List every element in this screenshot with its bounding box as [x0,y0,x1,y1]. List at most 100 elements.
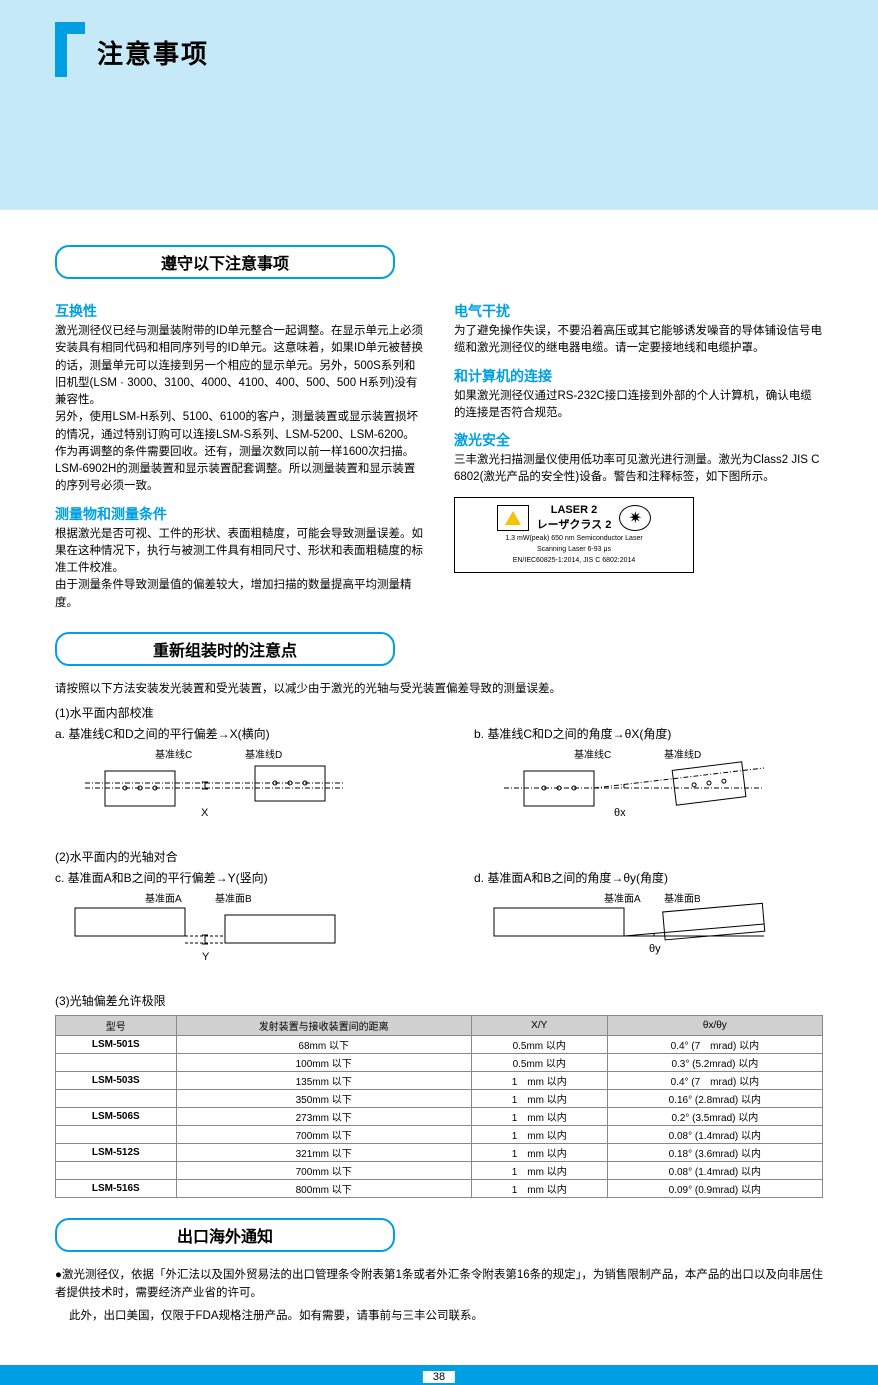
diag2c-label: c. 基准面A和B之间的平行偏差→Y(竖向) [55,869,404,886]
diag-row-2: c. 基准面A和B之间的平行偏差→Y(竖向) 基准面A 基准面B Y d. 基准… [55,869,823,980]
table-cell: 0.16° (2.8mrad) 以内 [607,1089,822,1107]
table-row: 700mm 以下1 mm 以内0.08° (1.4mrad) 以内 [56,1125,823,1143]
diagram-2d: 基准面A 基准面B θy [474,890,823,980]
table-header: θx/θy [607,1015,822,1035]
page-number: 38 [423,1371,455,1383]
table-cell: LSM-506S [56,1107,177,1125]
diagram-1b: 基准线C 基准线D θx [474,746,823,836]
table-cell: 700mm 以下 [176,1125,471,1143]
footer-bar: 38 [0,1365,878,1385]
export-text-2: 此外，出口美国，仅限于FDA规格注册产品。如有需要，请事前与三丰公司联系。 [55,1307,823,1325]
text-compat-2: 另外，使用LSM-H系列、5100、6100的客户，测量装置或显示装置损坏的情况… [55,409,424,495]
table-cell: LSM-512S [56,1143,177,1161]
table-cell: 800mm 以下 [176,1179,471,1197]
subtitle-computer: 和计算机的连接 [454,366,823,386]
subtitle-compatibility: 互换性 [55,301,424,321]
table-row: 700mm 以下1 mm 以内0.08° (1.4mrad) 以内 [56,1161,823,1179]
table-cell: 1 mm 以内 [471,1125,607,1143]
svg-text:基准线C: 基准线C [155,748,192,761]
table-cell: LSM-503S [56,1071,177,1089]
table-cell: 1 mm 以内 [471,1089,607,1107]
text-measure-2: 由于测量条件导致测量值的偏差较大，增加扫描的数量提高平均测量精度。 [55,577,424,612]
diag1-label: (1)水平面内部校准 [55,704,823,721]
section1-columns: 互换性 激光测径仪已经与测量装附带的ID单元整合一起调整。在显示单元上必须安装具… [55,293,823,612]
table-row: 350mm 以下1 mm 以内0.16° (2.8mrad) 以内 [56,1089,823,1107]
diag2d-label: d. 基准面A和B之间的角度→θy(角度) [474,869,823,886]
table-row: LSM-512S321mm 以下1 mm 以内0.18° (3.6mrad) 以… [56,1143,823,1161]
table-cell: 0.3° (5.2mrad) 以内 [607,1053,822,1071]
laser-eye-icon: ✷ [619,505,651,531]
table-cell: 1 mm 以内 [471,1107,607,1125]
table-cell: 135mm 以下 [176,1071,471,1089]
table-cell: 0.09° (0.9mrad) 以内 [607,1179,822,1197]
page-title: 注意事项 [97,34,209,71]
table-cell: 700mm 以下 [176,1161,471,1179]
section3-header: 出口海外通知 [55,1218,395,1252]
table-cell: LSM-516S [56,1179,177,1197]
diagram-2c: 基准面A 基准面B Y [55,890,404,980]
svg-text:基准线C: 基准线C [574,748,611,761]
table-cell: 1 mm 以内 [471,1143,607,1161]
laser-warning-box: LASER 2 レーザクラス 2 ✷ 1.3 mW(peak) 650 nm S… [454,497,694,573]
svg-text:基准面B: 基准面B [664,892,701,905]
table-row: LSM-503S135mm 以下1 mm 以内0.4° (7 mrad) 以内 [56,1071,823,1089]
subtitle-electrical: 电气干扰 [454,301,823,321]
svg-text:X: X [201,807,209,819]
laser-label-2: レーザクラス 2 [537,516,612,532]
content: 遵守以下注意事项 互换性 激光测径仪已经与测量装附带的ID单元整合一起调整。在显… [0,210,878,1345]
svg-text:基准线D: 基准线D [245,748,282,761]
section2-header: 重新组装时的注意点 [55,632,395,666]
table-cell [56,1089,177,1107]
table-cell: 350mm 以下 [176,1089,471,1107]
svg-text:θx: θx [614,807,626,819]
text-electrical: 为了避免操作失误，不要沿着高压或其它能够诱发噪音的导体铺设信号电缆和激光测径仪的… [454,323,823,358]
table-header: X/Y [471,1015,607,1035]
table-cell: 0.2° (3.5mrad) 以内 [607,1107,822,1125]
table-cell: 273mm 以下 [176,1107,471,1125]
svg-text:基准面B: 基准面B [215,892,252,905]
diag-row-1: a. 基准线C和D之间的平行偏差→X(横向) 基准线C 基准线D X [55,725,823,836]
table-cell: 0.08° (1.4mrad) 以内 [607,1125,822,1143]
laser-spec-3: EN/IEC60825-1:2014, JIS C 6802:2014 [461,557,687,565]
table-cell: 1 mm 以内 [471,1071,607,1089]
table-cell: 100mm 以下 [176,1053,471,1071]
laser-warning-icon [497,505,529,531]
table-cell: 68mm 以下 [176,1035,471,1053]
section1-header: 遵守以下注意事项 [55,245,395,279]
laser-spec-2: Scanning Laser 6-93 μs [461,546,687,554]
table-cell: 321mm 以下 [176,1143,471,1161]
diag2-label: (2)水平面内的光轴对合 [55,848,823,865]
subtitle-laser-safety: 激光安全 [454,430,823,450]
table-cell [56,1053,177,1071]
table-header: 型号 [56,1015,177,1035]
diag1b-label: b. 基准线C和D之间的角度→θX(角度) [474,725,823,742]
table-cell: 0.5mm 以内 [471,1053,607,1071]
table-cell: 0.4° (7 mrad) 以内 [607,1071,822,1089]
table-header: 发射装置与接收装置间的距离 [176,1015,471,1035]
title-corner-mark [55,22,85,77]
table-row: LSM-506S273mm 以下1 mm 以内0.2° (3.5mrad) 以内 [56,1107,823,1125]
section2-intro: 请按照以下方法安装发光装置和受光装置，以减少由于激光的光轴与受光装置偏差导致的测… [55,680,823,696]
table-cell: 0.4° (7 mrad) 以内 [607,1035,822,1053]
header-bar: 注意事项 [0,0,878,210]
tolerance-table: 型号发射装置与接收装置间的距离X/Yθx/θy LSM-501S68mm 以下0… [55,1015,823,1198]
table-cell: LSM-501S [56,1035,177,1053]
diagram-1a: 基准线C 基准线D X [55,746,404,836]
table-cell: 0.18° (3.6mrad) 以内 [607,1143,822,1161]
table-cell: 1 mm 以内 [471,1161,607,1179]
subtitle-measure-cond: 测量物和测量条件 [55,504,424,524]
section1-left: 互换性 激光测径仪已经与测量装附带的ID单元整合一起调整。在显示单元上必须安装具… [55,293,424,612]
text-laser-safety: 三丰激光扫描测量仪使用低功率可见激光进行测量。激光为Class2 JIS C 6… [454,452,823,487]
svg-text:Y: Y [202,951,210,963]
laser-spec-1: 1.3 mW(peak) 650 nm Semiconductor Laser [461,535,687,543]
diag3-label: (3)光轴偏差允许极限 [55,992,823,1009]
title-wrap: 注意事项 [55,22,878,77]
table-cell [56,1161,177,1179]
svg-text:基准面A: 基准面A [145,892,182,905]
table-cell: 0.5mm 以内 [471,1035,607,1053]
svg-text:θy: θy [649,943,661,955]
table-row: 100mm 以下0.5mm 以内0.3° (5.2mrad) 以内 [56,1053,823,1071]
export-text-1: ●激光测径仪，依据「外汇法以及国外贸易法的出口管理条令附表第1条或者外汇条令附表… [55,1266,823,1303]
text-measure-1: 根据激光是否可视、工件的形状、表面粗糙度，可能会导致测量误差。如果在这种情况下，… [55,526,424,578]
section1-right: 电气干扰 为了避免操作失误，不要沿着高压或其它能够诱发噪音的导体铺设信号电缆和激… [454,293,823,612]
